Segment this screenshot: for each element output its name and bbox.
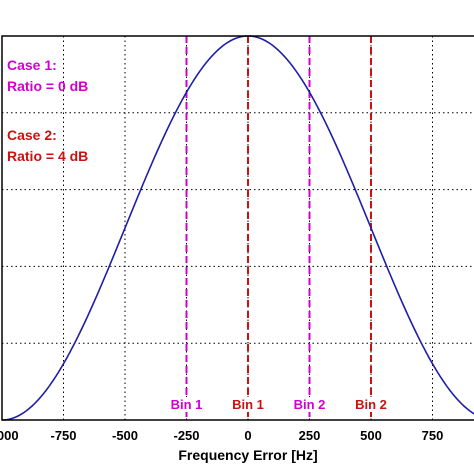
x-ticks: -1000-750-500-25002505007501000 [0, 428, 444, 443]
bin-label-background [354, 397, 388, 412]
x-axis-label: Frequency Error [Hz] [178, 447, 317, 463]
annotations: Case 1: Ratio = 0 dB Case 2: Ratio = 4 dB [7, 57, 88, 164]
bin-label: Bin 1 [171, 397, 203, 412]
x-tick-label: -750 [50, 428, 76, 443]
bin-label-background [292, 397, 327, 412]
bin-label: Bin 1 [232, 397, 264, 412]
bin-label: Bin 2 [294, 397, 326, 412]
x-tick-label: 0 [244, 428, 251, 443]
bin-label: Bin 2 [355, 397, 387, 412]
x-tick-label: 250 [299, 428, 321, 443]
annotation-text: Ratio = 4 dB [7, 148, 88, 164]
bin-labels: Bin 1 Bin 1 Bin 2 Bin 2 [169, 397, 388, 412]
annotation-text: Case 2: [7, 127, 57, 143]
plot-frame [1, 35, 474, 421]
x-tick-label: -500 [112, 428, 138, 443]
bin-label-background [169, 397, 204, 412]
x-tick-label: -1000 [0, 428, 19, 443]
x-tick-label: 750 [422, 428, 444, 443]
annotation-text: Case 1: [7, 57, 57, 73]
x-tick-label: -250 [173, 428, 199, 443]
bin-markers [185, 36, 372, 420]
x-tick-label: 500 [360, 428, 382, 443]
annotation-text: Ratio = 0 dB [7, 78, 88, 94]
bin-label-background [231, 397, 265, 412]
